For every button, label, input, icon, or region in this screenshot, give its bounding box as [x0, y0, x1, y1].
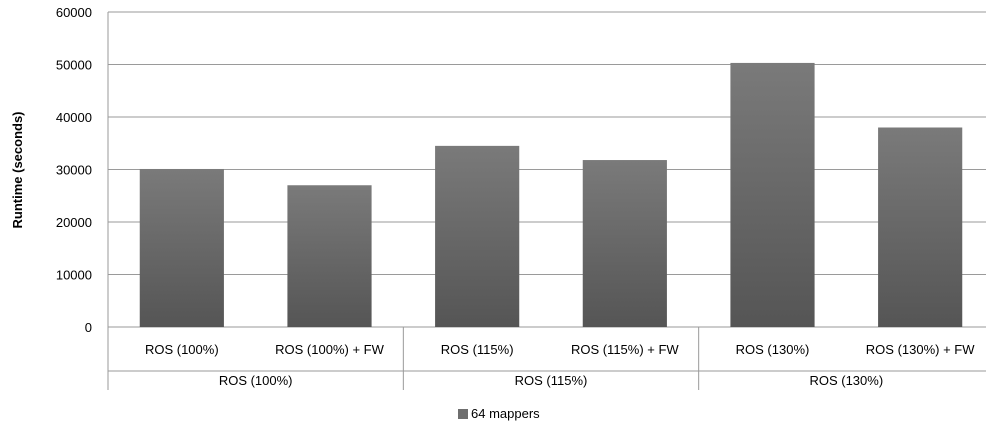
x-category-label: ROS (130%) — [736, 342, 810, 357]
y-axis-label: Runtime (seconds) — [10, 111, 25, 228]
x-axis-categories: ROS (100%) ROS (100%) + FW ROS (115%) ROS (… — [145, 342, 975, 357]
y-tick-label: 10000 — [56, 268, 92, 283]
y-tick-label: 0 — [85, 320, 92, 335]
bar — [878, 127, 963, 327]
y-tick-label: 20000 — [56, 215, 92, 230]
x-group-label: ROS (115%) — [515, 373, 588, 388]
y-tick-label: 40000 — [56, 110, 92, 125]
y-tick-label: 60000 — [56, 5, 92, 20]
x-category-label: ROS (100%) + FW — [275, 342, 384, 357]
bar — [582, 160, 667, 327]
bar — [287, 185, 372, 327]
x-category-label: ROS (100%) — [145, 342, 219, 357]
bar — [435, 145, 520, 327]
legend-label: 64 mappers — [471, 406, 540, 421]
axes — [107, 12, 986, 390]
x-category-label: ROS (130%) + FW — [866, 342, 975, 357]
legend: 64 mappers — [458, 406, 540, 421]
x-group-label: ROS (100%) — [219, 373, 293, 388]
x-group-label: ROS (130%) — [809, 373, 883, 388]
bar — [139, 168, 224, 327]
gridlines — [108, 11, 986, 328]
y-tick-label: 50000 — [56, 58, 92, 73]
bar — [730, 62, 815, 328]
x-category-label: ROS (115%) + FW — [571, 342, 679, 357]
bars — [139, 62, 963, 328]
y-tick-label: 30000 — [56, 163, 92, 178]
legend-swatch — [458, 409, 468, 419]
x-category-label: ROS (115%) — [441, 342, 514, 357]
y-axis-ticks: 0 10000 20000 30000 40000 50000 60000 — [56, 5, 92, 335]
x-axis-groups: ROS (100%) ROS (115%) ROS (130%) — [219, 373, 883, 388]
